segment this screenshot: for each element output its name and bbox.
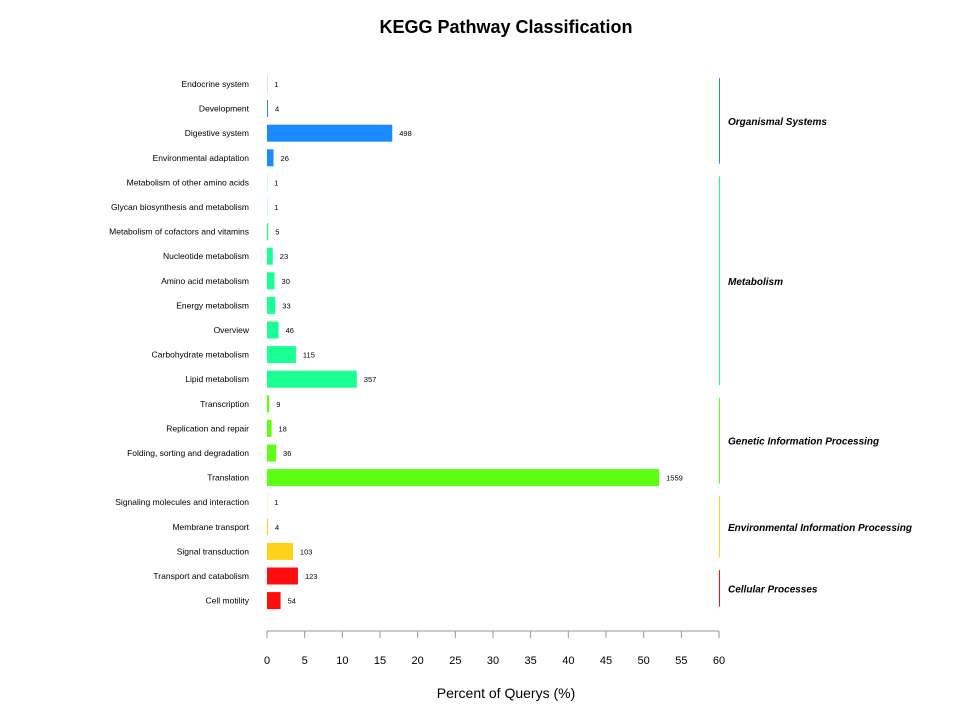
bar — [267, 100, 269, 118]
bar — [267, 346, 296, 364]
bar — [267, 124, 393, 142]
category-label: Folding, sorting and degradation — [127, 448, 249, 458]
bar-value-label: 1 — [274, 80, 278, 89]
x-axis-title: Percent of Querys (%) — [437, 685, 576, 701]
bar — [267, 567, 298, 585]
bar-value-label: 115 — [303, 351, 315, 360]
x-tick-label: 55 — [675, 655, 687, 667]
bar-value-label: 46 — [286, 326, 294, 335]
category-label: Energy metabolism — [176, 300, 249, 310]
x-tick-label: 0 — [264, 655, 270, 667]
bar-value-label: 18 — [279, 424, 287, 433]
x-tick-label: 35 — [525, 655, 537, 667]
category-label: Development — [199, 104, 250, 114]
category-label: Transport and catabolism — [153, 571, 249, 581]
x-tick-label: 40 — [562, 655, 574, 667]
category-label: Translation — [207, 473, 249, 483]
bar — [267, 395, 270, 413]
category-label: Glycan biosynthesis and metabolism — [111, 202, 249, 212]
x-tick-label: 45 — [600, 655, 612, 667]
x-tick-label: 15 — [374, 655, 386, 667]
bar-value-label: 498 — [399, 129, 412, 138]
group-label: Genetic Information Processing — [728, 437, 879, 448]
bar — [267, 518, 269, 536]
bar-value-label: 26 — [281, 154, 289, 163]
category-label: Nucleotide metabolism — [163, 251, 249, 261]
category-label: Endocrine system — [181, 79, 249, 89]
bar — [267, 272, 275, 290]
category-label: Signal transduction — [177, 546, 250, 556]
bar — [267, 247, 273, 265]
bar-value-label: 5 — [275, 228, 279, 237]
category-label: Replication and repair — [166, 423, 249, 433]
bar-value-label: 36 — [283, 449, 291, 458]
bar — [267, 149, 274, 167]
bar-value-label: 1559 — [666, 474, 683, 483]
group-label: Cellular Processes — [728, 584, 818, 595]
category-label: Environmental adaptation — [153, 153, 250, 163]
x-tick-label: 50 — [638, 655, 650, 667]
bar — [267, 296, 276, 314]
bar-value-label: 1 — [274, 498, 278, 507]
x-tick-label: 5 — [302, 655, 308, 667]
bar-value-label: 30 — [282, 277, 290, 286]
category-label: Signaling molecules and interaction — [115, 497, 249, 507]
bar-value-label: 23 — [280, 252, 288, 261]
bar — [267, 419, 272, 437]
category-label: Lipid metabolism — [185, 374, 249, 384]
x-tick-label: 10 — [336, 655, 348, 667]
bar — [267, 469, 660, 487]
bar-value-label: 123 — [305, 572, 318, 581]
bar-value-label: 357 — [364, 375, 377, 384]
bar — [267, 444, 277, 462]
bar-value-label: 33 — [282, 301, 290, 310]
bar — [267, 592, 281, 610]
bar-value-label: 103 — [300, 547, 313, 556]
x-tick-label: 30 — [487, 655, 499, 667]
bar-value-label: 1 — [274, 203, 278, 212]
bar-value-label: 9 — [276, 400, 280, 409]
bar-value-label: 1 — [274, 178, 278, 187]
bar — [267, 542, 293, 560]
category-label: Overview — [214, 325, 250, 335]
category-label: Carbohydrate metabolism — [152, 350, 249, 360]
bar — [267, 370, 357, 388]
plot-area: Endocrine system 1 Development 4 Digestive s… — [109, 75, 912, 667]
category-label: Digestive system — [185, 128, 249, 138]
category-label: Amino acid metabolism — [161, 276, 249, 286]
x-tick-label: 25 — [449, 655, 461, 667]
bar-value-label: 4 — [275, 105, 279, 114]
bar-value-label: 54 — [288, 597, 296, 606]
category-label: Metabolism of cofactors and vitamins — [109, 227, 249, 237]
category-label: Transcription — [200, 399, 249, 409]
category-label: Cell motility — [206, 596, 250, 606]
bar — [267, 223, 269, 241]
group-label: Environmental Information Processing — [728, 523, 912, 534]
chart-title: KEGG Pathway Classification — [379, 17, 632, 37]
x-tick-label: 20 — [412, 655, 424, 667]
x-tick-label: 60 — [713, 655, 725, 667]
group-label: Organismal Systems — [728, 117, 827, 128]
category-label: Membrane transport — [172, 522, 249, 532]
bar — [267, 321, 279, 339]
bar-value-label: 4 — [275, 523, 279, 532]
category-label: Metabolism of other amino acids — [127, 177, 249, 187]
group-label: Metabolism — [728, 277, 783, 288]
